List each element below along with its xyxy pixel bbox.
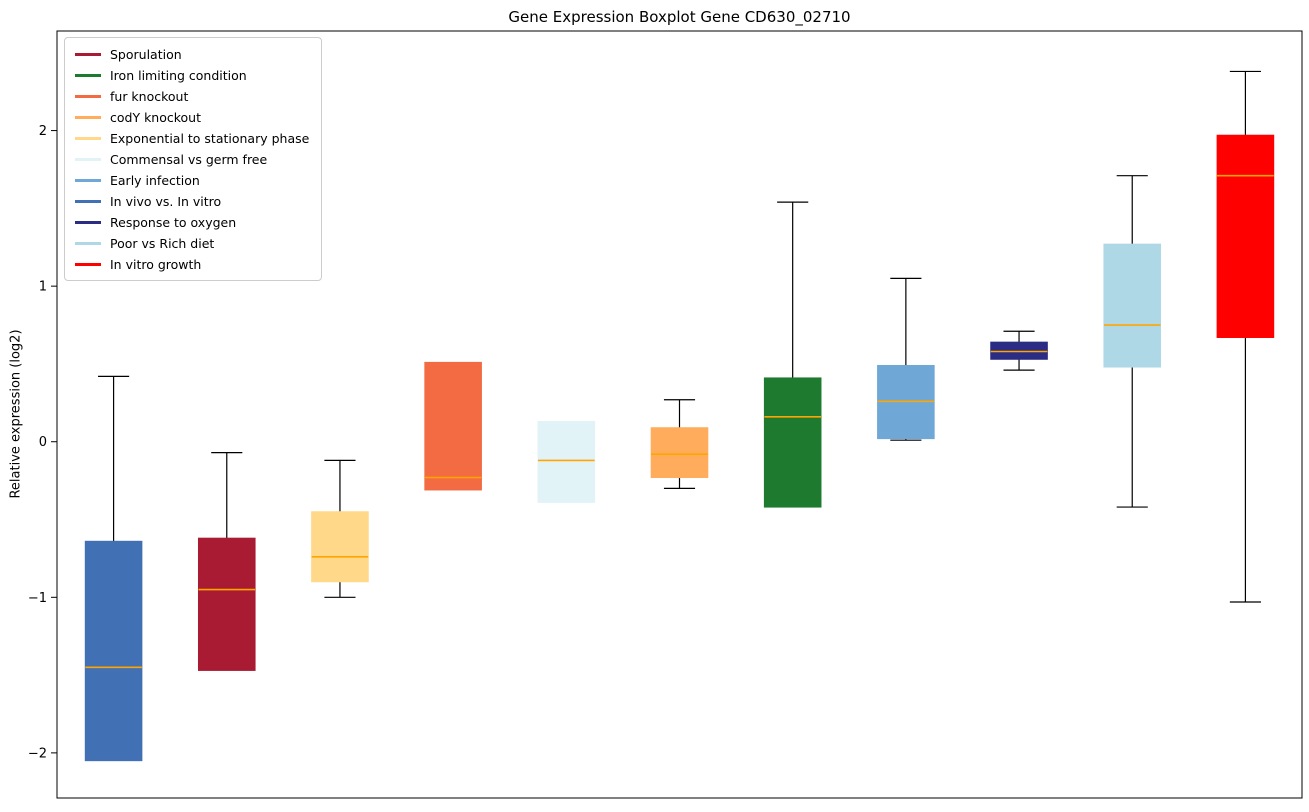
y-tick-label: −2 <box>28 746 47 761</box>
plot-border <box>56 30 1303 799</box>
box-exponential-to-stationary-phase <box>311 459 369 598</box>
legend-item-poor-vs-rich-diet: Poor vs Rich diet <box>75 235 309 251</box>
box-rect <box>1216 134 1275 338</box>
legend-swatch <box>75 199 101 203</box>
box-rect <box>650 427 709 479</box>
legend-label: Response to oxygen <box>110 214 237 230</box>
legend-item-in-vitro-growth: In vitro growth <box>75 256 309 272</box>
box-rect <box>763 377 822 508</box>
y-tick-label: −1 <box>28 591 47 606</box>
y-tick-label: 1 <box>39 280 47 295</box>
legend-swatch <box>75 157 101 161</box>
legend: Sporulation Iron limiting condition fur kn… <box>64 37 323 281</box>
legend-swatch <box>75 262 101 266</box>
legend-item-cody-knockout: codY knockout <box>75 109 309 125</box>
box-rect <box>197 537 256 671</box>
y-tick-label: 0 <box>39 435 47 450</box>
legend-label: Early infection <box>110 172 200 188</box>
box-in-vivo-vs-in-vitro <box>84 375 143 762</box>
box-rect <box>424 361 482 491</box>
box-fur-knockout <box>424 361 482 491</box>
box-rect <box>84 540 143 762</box>
legend-label: fur knockout <box>110 88 189 104</box>
legend-label: In vivo vs. In vitro <box>110 193 222 209</box>
box-rect <box>1103 243 1162 368</box>
legend-swatch <box>75 52 101 56</box>
box-response-to-oxygen <box>990 330 1048 371</box>
box-rect <box>311 511 369 583</box>
legend-item-commensal-vs-germ-free: Commensal vs germ free <box>75 151 309 167</box>
y-axis-label: Relative expression (log2) <box>8 329 24 499</box>
box-early-infection <box>877 277 935 441</box>
legend-item-fur-knockout: fur knockout <box>75 88 309 104</box>
legend-swatch <box>75 136 101 140</box>
legend-item-sporulation: Sporulation <box>75 46 309 62</box>
legend-swatch <box>75 241 101 245</box>
legend-label: Poor vs Rich diet <box>110 235 215 251</box>
legend-item-exponential-to-stationary-phase: Exponential to stationary phase <box>75 130 309 146</box>
box-iron-limiting-condition <box>763 201 822 508</box>
legend-label: Commensal vs germ free <box>110 151 268 167</box>
box-commensal-vs-germ-free <box>537 421 596 503</box>
box-sporulation <box>197 452 256 671</box>
legend-item-iron-limiting-condition: Iron limiting condition <box>75 67 309 83</box>
legend-swatch <box>75 178 101 182</box>
legend-label: Exponential to stationary phase <box>110 130 310 146</box>
chart-title: Gene Expression Boxplot Gene CD630_02710 <box>508 8 851 26</box>
legend-label: Iron limiting condition <box>110 67 247 83</box>
legend-swatch <box>75 220 101 224</box>
box-rect <box>537 421 596 503</box>
legend-item-response-to-oxygen: Response to oxygen <box>75 214 309 230</box>
box-cody-knockout <box>650 399 709 489</box>
legend-swatch <box>75 115 101 119</box>
legend-label: In vitro growth <box>110 256 202 272</box>
legend-item-early-infection: Early infection <box>75 172 309 188</box>
box-poor-vs-rich-diet <box>1103 175 1162 508</box>
legend-label: codY knockout <box>110 109 202 125</box>
box-in-vitro-growth <box>1216 70 1275 603</box>
legend-label: Sporulation <box>110 46 182 62</box>
legend-swatch <box>75 73 101 77</box>
legend-swatch <box>75 94 101 98</box>
y-tick-label: 2 <box>39 124 47 139</box>
legend-item-in-vivo-vs-in-vitro: In vivo vs. In vitro <box>75 193 309 209</box>
